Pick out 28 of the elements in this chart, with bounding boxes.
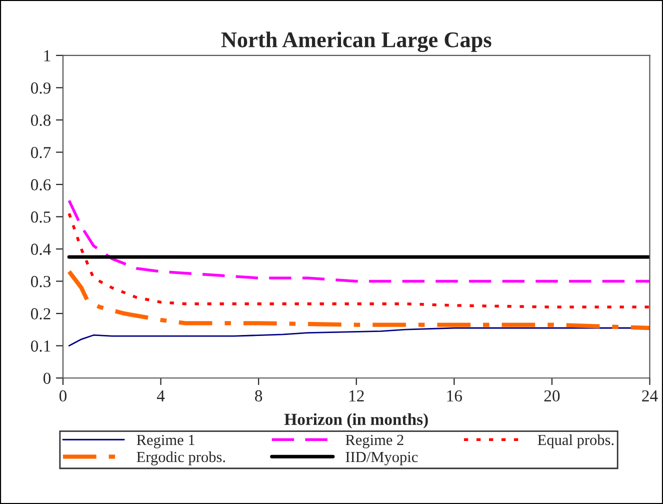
y-tick-label: 0: [43, 372, 51, 384]
line-series: [68, 212, 650, 308]
x-tick-label: 16: [447, 390, 462, 402]
y-tick-label: 0.3: [30, 276, 51, 288]
chart-title: North American Large Caps: [221, 32, 492, 52]
legend-label: Regime 1: [136, 434, 194, 448]
y-tick-label: 0.1: [30, 340, 50, 352]
x-tick-label: 24: [642, 390, 658, 402]
legend-label: Regime 2: [346, 434, 404, 448]
y-tick-label: 1: [44, 50, 50, 62]
x-tick-label: 12: [349, 390, 364, 402]
y-tick-label: 0.7: [30, 146, 51, 158]
line-series: [68, 199, 650, 283]
y-tick-label: 0.9: [30, 82, 50, 94]
y-tick-label: 0.2: [30, 308, 50, 320]
x-tick-label: 20: [544, 390, 560, 402]
x-tick-label: 4: [156, 390, 165, 402]
y-tick-label: 0.5: [30, 211, 51, 223]
y-tick-label: 0.4: [30, 244, 51, 255]
legend-label: Ergodic probs.: [136, 451, 225, 466]
legend-label: Equal probs.: [538, 434, 614, 448]
line-series: [67, 269, 650, 330]
x-tick-label: 0: [59, 390, 67, 402]
x-tick-label: 8: [255, 390, 262, 402]
x-axis-title: Horizon (in months): [284, 413, 428, 428]
y-tick-label: 0.8: [30, 114, 51, 126]
legend-label: IID/Myopic: [346, 452, 418, 466]
y-tick-label: 0.6: [30, 179, 51, 190]
